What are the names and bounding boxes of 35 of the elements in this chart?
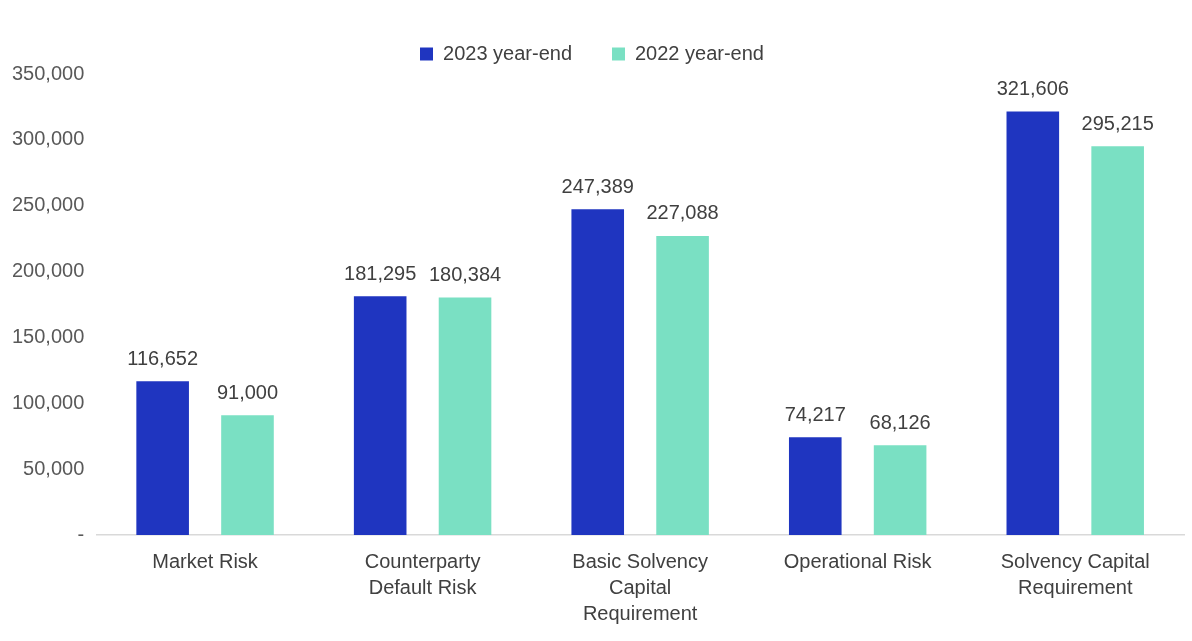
x-tick-label: Solvency Capital Requirement	[1000, 549, 1150, 598]
y-tick-label: 100,000	[12, 390, 85, 413]
data-label: 74,217	[784, 402, 846, 425]
bar	[136, 381, 189, 535]
data-label: 321,606	[996, 76, 1069, 99]
data-label: 247,389	[561, 174, 634, 197]
y-tick-label: 50,000	[23, 456, 85, 479]
data-label: 91,000	[216, 380, 279, 403]
x-tick-label: Counterparty Default Risk	[364, 549, 481, 598]
bar	[788, 437, 842, 535]
bar	[353, 296, 407, 535]
bar	[438, 297, 492, 535]
x-tick-label: Market Risk	[152, 549, 259, 572]
data-label: 116,652	[127, 346, 199, 369]
y-tick-label: -	[77, 522, 85, 545]
y-tick-label: 250,000	[12, 193, 85, 216]
x-tick-label: Operational Risk	[783, 549, 933, 572]
bar	[656, 235, 709, 535]
legend-label: 2022 year-end	[635, 41, 764, 64]
bar	[571, 209, 625, 535]
legend-label: 2023 year-end	[443, 41, 572, 64]
bar	[873, 445, 927, 535]
data-label: 68,126	[869, 410, 931, 433]
y-tick-label: 350,000	[12, 61, 85, 84]
data-label: 181,295	[344, 261, 417, 284]
y-tick-label: 300,000	[12, 127, 85, 150]
data-label: 295,215	[1081, 111, 1154, 134]
y-tick-label: 150,000	[12, 324, 85, 347]
bar	[221, 415, 274, 535]
bar	[1091, 146, 1144, 535]
x-tick-label: Basic Solvency Capital Requirement	[572, 549, 708, 624]
y-tick-label: 200,000	[12, 259, 85, 282]
data-label: 227,088	[646, 201, 719, 224]
bar	[1006, 111, 1060, 535]
data-label: 180,384	[428, 262, 502, 285]
